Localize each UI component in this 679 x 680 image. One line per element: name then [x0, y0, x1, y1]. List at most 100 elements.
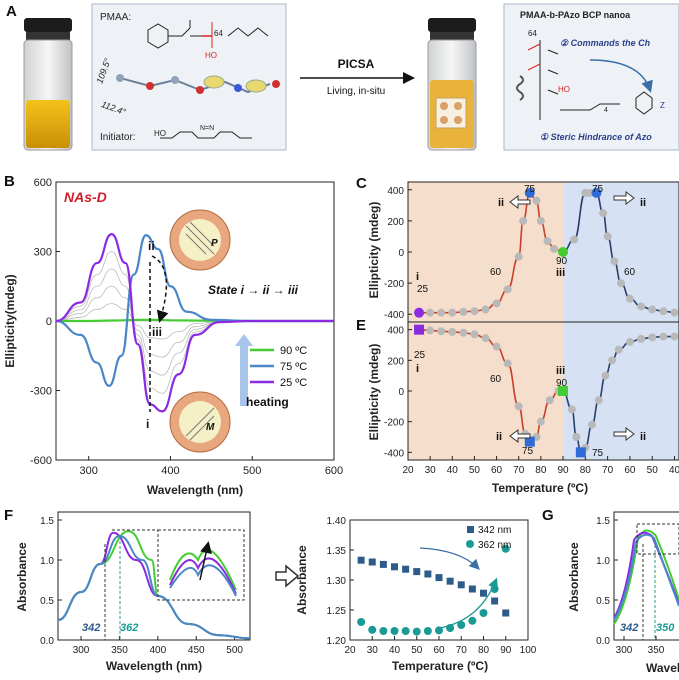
panel-e-xlabel: Temperature (ºC)	[492, 481, 588, 495]
f-inset-curve-purple	[169, 557, 237, 595]
f2-legend-swatch-342	[467, 526, 474, 533]
f2-trend-arrow-342	[419, 547, 480, 570]
commands-text: ② Commands the Ch	[560, 38, 651, 48]
f2-point-362	[479, 609, 488, 617]
mark-i: i	[146, 417, 149, 431]
f2-ytick-label: 1.20	[327, 636, 347, 647]
e-curve-cooling-point	[670, 332, 679, 341]
azo-molecule-model	[116, 74, 280, 94]
svg-text:N=N: N=N	[200, 125, 214, 132]
steric-text: ① Steric Hindrance of Azo	[540, 132, 652, 142]
svg-text:HO: HO	[205, 51, 217, 60]
b-ytick-label: 300	[34, 247, 52, 259]
b-ytick-label: 600	[34, 177, 52, 189]
c-curve-cooling-point	[625, 294, 634, 303]
panel-f: F 1.5 1.0 0.5 0.0 300 350 400 450 500 342 362 A…	[4, 507, 251, 673]
panel-g: G 1.5 1.0 0.5 0.0 300 350 342 350 Absorbance…	[542, 507, 679, 675]
c-ann-75-right: 75	[592, 184, 604, 195]
f-transition-arrow-icon	[275, 564, 300, 588]
f2-point-342	[402, 565, 410, 573]
e-xtick-label: 40	[669, 465, 679, 476]
f-inset-arrow	[199, 541, 212, 581]
e-curve-cooling-point	[648, 333, 657, 342]
f2-ytick-label: 1.40	[327, 516, 347, 527]
c-ann-25: 25	[417, 284, 429, 295]
c-curve-cooling-point	[603, 232, 612, 241]
e-yticks-label: -400	[384, 448, 404, 459]
panel-b-xlabel: Wavelength (nm)	[147, 483, 243, 497]
e-xtick-label: 30	[425, 465, 437, 476]
e-xtick-label: 60	[624, 465, 636, 476]
legend-label-75: 75 ºC	[280, 361, 307, 373]
f-inset-curve-green	[169, 549, 237, 591]
c-yticks-label: -200	[384, 279, 404, 290]
panel-b-title: NAs-D	[64, 189, 107, 205]
f2-point-362	[368, 625, 377, 634]
c-curve-heating-point	[437, 308, 446, 317]
e-curve-cooling-point	[567, 405, 576, 414]
g-ytick-label: 1.5	[596, 516, 610, 527]
f2-xtick-label: 20	[344, 645, 356, 656]
c-ann-ii-left: ii	[498, 197, 504, 209]
e-curve-cooling-point	[637, 334, 646, 343]
c-yticks-label: 200	[387, 217, 404, 228]
legend-label-25: 25 ºC	[280, 377, 307, 389]
panel-c-curve	[414, 187, 679, 318]
panel-f2-yticks: 1.40 1.35 1.30 1.25 1.20	[327, 516, 354, 647]
e-arrow-left-icon	[509, 429, 531, 443]
c-curve-cooling-point	[610, 257, 619, 266]
b-ytick-label: 0	[46, 316, 52, 328]
panel-f-yticks: 1.5 1.0 0.5 0.0	[40, 516, 62, 647]
c-curve-heating-point	[481, 305, 490, 314]
e-xtick-label: 40	[447, 465, 459, 476]
c-curve-heating-point	[459, 307, 468, 316]
e-curve-heating-point	[459, 328, 468, 337]
e-xtick-label: 70	[602, 465, 614, 476]
pmaa-structure-box: PMAA: 64 HO 109.5° 112.4° Initiat	[91, 3, 287, 151]
c-curve-cooling-point	[585, 188, 594, 197]
f2-trend-arrow-362	[439, 577, 498, 629]
g-ytick-label: 0.0	[596, 636, 610, 647]
g-mark-350: 350	[656, 622, 675, 634]
panel-b-yticks: 600 300 0 -300 -600	[30, 177, 60, 467]
panel-c-yticks: 400 200 0 -200 -400	[384, 186, 412, 321]
state-text: State i → ii → iii	[208, 283, 299, 297]
panel-b-xticks: 300 400 500 600	[80, 456, 343, 477]
panel-f2-xticks: 20 30 40 50 60 70 80 90 100	[344, 636, 537, 656]
f2-ytick-label: 1.25	[327, 606, 347, 617]
e-ann-i: i	[416, 363, 419, 375]
e-point-75-cool-blue	[575, 447, 586, 458]
panel-g-yticks: 1.5 1.0 0.5 0.0	[596, 516, 618, 647]
e-xtick-label: 90	[557, 465, 569, 476]
e-xtick-label: 50	[469, 465, 481, 476]
c-point-75-cool-blue	[591, 187, 602, 198]
e-curve-heating-point	[437, 327, 446, 336]
f-ytick-label: 0.5	[40, 596, 54, 607]
panel-f2-xlabel: Temperature (ºC)	[392, 659, 488, 673]
panel-f2-points	[357, 544, 510, 636]
c-ann-75-left: 75	[524, 184, 536, 195]
picsa-label: PICSA	[338, 57, 375, 71]
panel-f-right: 1.40 1.35 1.30 1.25 1.20 20 30 40 50 60 70 80 90 100…	[295, 516, 537, 673]
f2-legend-362: 362 nm	[478, 540, 511, 551]
f2-point-362	[390, 627, 399, 635]
panel-g-ylabel: Absorbance	[567, 542, 581, 612]
f2-xtick-label: 40	[389, 645, 401, 656]
f2-legend-swatch-362	[466, 540, 474, 548]
e-ann-25: 25	[414, 350, 426, 361]
panel-b-label: B	[4, 173, 15, 190]
e-xtick-label: 70	[513, 465, 525, 476]
e-ann-60: 60	[490, 374, 502, 385]
panel-c-label: C	[356, 175, 367, 192]
panel-g-frame	[613, 511, 679, 641]
e-point-25-purple	[414, 324, 425, 335]
e-yticks-label: -200	[384, 418, 404, 429]
f2-xtick-label: 70	[456, 645, 468, 656]
b-xtick-label: 500	[243, 465, 261, 477]
e-ann-90: 90	[556, 378, 568, 389]
panel-e-heating-bg	[408, 322, 563, 460]
g-ytick-label: 0.5	[596, 596, 610, 607]
f2-point-342	[468, 585, 476, 593]
f2-point-362	[357, 618, 366, 626]
